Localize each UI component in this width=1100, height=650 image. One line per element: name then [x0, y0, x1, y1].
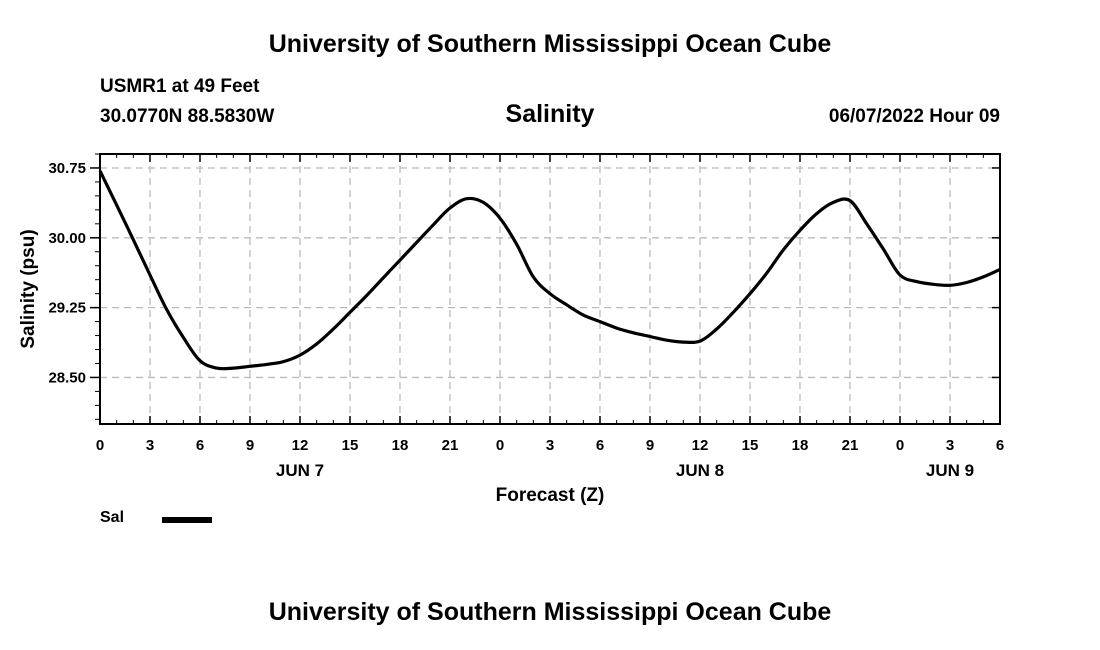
legend-line-swatch	[162, 517, 212, 523]
page-title: University of Southern Mississippi Ocean…	[268, 30, 832, 58]
axis-ticks	[90, 153, 1001, 424]
x-tick-label: 0	[496, 437, 504, 454]
x-axis-title: Forecast (Z)	[496, 485, 605, 506]
plot-frame	[99, 153, 1001, 425]
x-tick-label: 18	[392, 437, 409, 454]
x-tick-label: 0	[96, 437, 104, 454]
series-line-sal	[98, 170, 1001, 371]
date-label: JUN 8	[676, 461, 724, 480]
coordinates-label: 30.0770N 88.5830W	[100, 106, 275, 127]
x-tick-label: 9	[246, 437, 254, 454]
x-tick-label: 6	[596, 437, 604, 454]
y-tick-label: 30.75	[48, 160, 86, 177]
series-layer	[98, 170, 1001, 371]
x-tick-label: 21	[442, 437, 459, 454]
x-tick-label: 3	[946, 437, 954, 454]
x-tick-label: 12	[292, 437, 309, 454]
date-label: JUN 9	[926, 461, 974, 480]
x-tick-label: 9	[646, 437, 654, 454]
footer-title: University of Southern Mississippi Ocean…	[268, 598, 832, 626]
x-tick-label: 15	[342, 437, 359, 454]
x-tick-label: 0	[896, 437, 904, 454]
datetime-label: 06/07/2022 Hour 09	[828, 106, 1000, 127]
y-axis-title: Salinity (psu)	[18, 229, 39, 348]
date-label: JUN 7	[276, 461, 324, 480]
x-tick-label: 12	[692, 437, 709, 454]
y-tick-label: 30.00	[48, 230, 86, 247]
y-tick-label: 28.50	[48, 369, 86, 386]
x-tick-label: 3	[546, 437, 554, 454]
x-tick-label: 3	[146, 437, 154, 454]
grid-lines	[100, 154, 1000, 424]
y-tick-label: 29.25	[48, 300, 86, 317]
legend-label: Sal	[100, 509, 125, 526]
chart-title: Salinity	[505, 100, 595, 128]
axis-labels: 0 3 6 9 12 15 18 21 0 3 6 9 12 15 18 21 0 3 6 28.50 29.25 30.…	[18, 160, 1004, 506]
x-tick-label: 15	[742, 437, 759, 454]
station-label: USMR1 at 49 Feet	[100, 76, 260, 97]
x-tick-label: 21	[842, 437, 859, 454]
x-tick-label: 18	[792, 437, 809, 454]
x-tick-label: 6	[996, 437, 1004, 454]
x-tick-label: 6	[196, 437, 204, 454]
